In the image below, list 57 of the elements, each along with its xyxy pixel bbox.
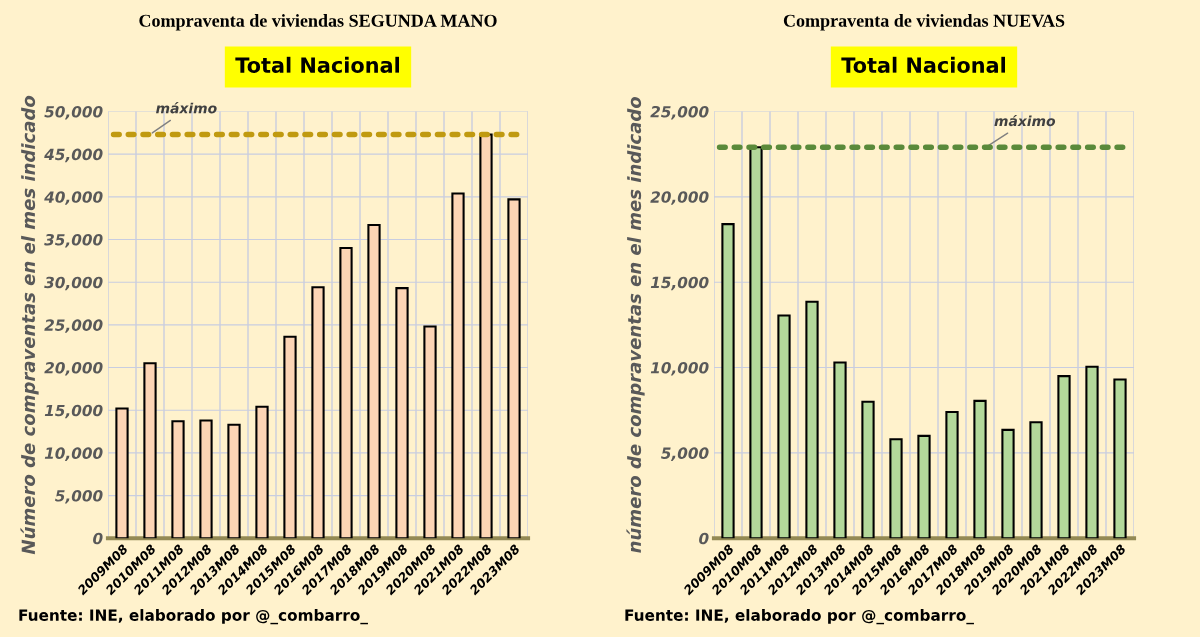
chart-title: Compraventa de viviendas SEGUNDA MANO [139,14,497,31]
bar [171,420,185,539]
bar [777,314,791,539]
bar [143,362,157,539]
bar [479,133,493,539]
y-tick-label: 45,000 [44,148,103,163]
chart-subtitle: Total Nacional [841,56,1005,73]
bar [805,300,819,539]
y-tick-label: 15,000 [44,404,103,419]
y-tick-label: 35,000 [44,233,103,248]
bar [423,325,437,539]
bar [1001,428,1015,539]
bar [861,400,875,539]
y-tick-label: 25,000 [44,319,103,333]
bar [451,192,465,539]
y-tick-label: 30,000 [44,276,103,291]
source-note: Fuente: INE, elaborado por @_combarro_ [625,609,974,625]
bar [339,247,353,539]
y-tick-label: 15,000 [650,276,709,291]
y-tick-label: 10,000 [44,447,103,461]
bar [749,146,763,539]
bar [1057,375,1071,539]
y-tick-label: 5,000 [55,490,103,504]
bar [945,410,959,539]
y-tick-label: 10,000 [650,362,709,376]
bar [1029,421,1043,539]
bar [889,438,903,539]
bar [283,335,297,539]
ref-line-label: máximo [156,102,217,114]
bar [367,223,381,539]
bar [115,407,129,539]
y-tick-label: 20,000 [650,191,709,205]
source-note: Fuente: INE, elaborado por @_combarro_ [19,609,368,625]
bar [1085,365,1099,539]
y-tick-label: 0 [93,532,103,545]
bar [311,286,325,539]
y-axis-title: número de compraventas en el mes indicado [626,97,645,553]
y-tick-label: 40,000 [44,191,103,205]
bar [395,287,409,539]
bar [507,198,521,539]
y-tick-label: 50,000 [44,105,103,120]
y-tick-label: 5,000 [661,447,709,461]
y-tick-label: 0 [699,532,709,545]
bar [1113,378,1127,539]
bar [833,361,847,539]
y-tick-label: 25,000 [650,105,709,120]
ref-line-label: máximo [994,114,1056,127]
bar [917,434,931,539]
bar [227,423,241,539]
bar [199,419,213,539]
chart-subtitle: Total Nacional [235,56,399,73]
bar [721,223,735,539]
bar [973,399,987,539]
y-tick-label: 20,000 [44,362,103,376]
chart-title: Compraventa de viviendas NUEVAS [783,14,1065,31]
bar [255,405,269,539]
y-axis-title: Número de compraventas en el mes indicado [20,95,39,555]
